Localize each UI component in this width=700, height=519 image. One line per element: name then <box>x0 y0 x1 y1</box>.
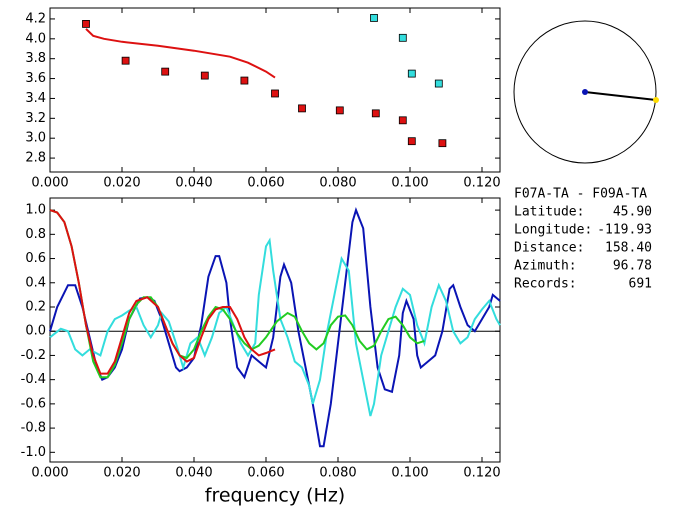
x-tick-label: 0.000 <box>31 466 68 481</box>
x-tick-label: 0.060 <box>247 176 284 191</box>
x-tick-label: 0.020 <box>103 466 140 481</box>
y-tick-label: -0.2 <box>21 348 46 363</box>
info-value: 45.90 <box>613 205 652 220</box>
marker <box>240 76 249 85</box>
y-tick-label: 4.2 <box>25 11 46 26</box>
marker <box>121 56 130 65</box>
y-tick-label: -0.4 <box>21 372 46 387</box>
marker <box>434 79 443 88</box>
info-value: 158.40 <box>605 241 652 256</box>
x-tick-label: 0.080 <box>319 176 356 191</box>
y-tick-label: 0.6 <box>25 251 46 266</box>
y-tick-label: 1.0 <box>25 203 46 218</box>
path-line <box>584 91 657 101</box>
x-tick-label: 0.080 <box>319 466 356 481</box>
series-line <box>85 28 276 79</box>
info-label: Longitude: <box>514 223 592 238</box>
marker <box>200 71 209 80</box>
x-tick-label: 0.040 <box>175 466 212 481</box>
marker <box>82 20 90 28</box>
x-tick-label: 0.120 <box>463 176 500 191</box>
info-value: -119.93 <box>597 223 652 238</box>
marker <box>335 106 344 115</box>
info-value: 691 <box>629 277 652 292</box>
y-tick-label: -0.8 <box>21 421 46 436</box>
marker <box>398 33 407 42</box>
x-axis-label: frequency (Hz) <box>205 485 345 507</box>
marker <box>438 139 447 148</box>
y-tick-label: -1.0 <box>21 445 46 460</box>
y-tick-label: -0.6 <box>21 396 46 411</box>
info-label: Azimuth: <box>514 259 577 274</box>
info-title: F07A-TA - F09A-TA <box>514 187 647 202</box>
x-tick-label: 0.060 <box>247 466 284 481</box>
info-label: Distance: <box>514 241 584 256</box>
y-tick-label: 0.8 <box>25 227 46 242</box>
info-label: Records: <box>514 277 577 292</box>
marker <box>370 14 378 22</box>
x-tick-label: 0.000 <box>31 176 68 191</box>
y-tick-label: 0.0 <box>25 324 46 339</box>
marker <box>371 109 380 118</box>
y-tick-label: 3.6 <box>25 71 46 86</box>
marker <box>407 69 416 78</box>
series-line <box>49 207 501 448</box>
x-tick-label: 0.040 <box>175 176 212 191</box>
y-tick-label: 0.2 <box>25 299 46 314</box>
y-tick-label: 4.0 <box>25 31 46 46</box>
y-tick-label: 3.4 <box>25 91 46 106</box>
series-line <box>49 209 425 379</box>
y-tick-label: 3.8 <box>25 51 46 66</box>
info-value: 96.78 <box>613 259 652 274</box>
marker <box>298 104 306 113</box>
station-b <box>653 97 659 103</box>
map-circle <box>513 20 657 164</box>
x-tick-label: 0.100 <box>391 176 428 191</box>
plot-frame <box>49 7 501 173</box>
x-tick-label: 0.120 <box>463 466 500 481</box>
marker <box>398 116 407 125</box>
marker <box>271 89 279 98</box>
station-info: F07A-TA - F09A-TA Latitude: 45.90 Longitud… <box>514 187 652 292</box>
y-tick-label: 0.4 <box>25 275 46 290</box>
y-tick-label: 3.2 <box>25 111 46 126</box>
x-tick-label: 0.020 <box>103 176 140 191</box>
marker <box>161 67 170 76</box>
y-tick-label: 2.8 <box>25 151 46 166</box>
x-tick-label: 0.100 <box>391 466 428 481</box>
map <box>513 20 659 164</box>
series-line <box>49 209 276 375</box>
marker <box>407 137 416 146</box>
info-label: Latitude: <box>514 205 584 220</box>
station-a <box>582 89 588 95</box>
y-tick-label: 3.0 <box>25 131 46 146</box>
